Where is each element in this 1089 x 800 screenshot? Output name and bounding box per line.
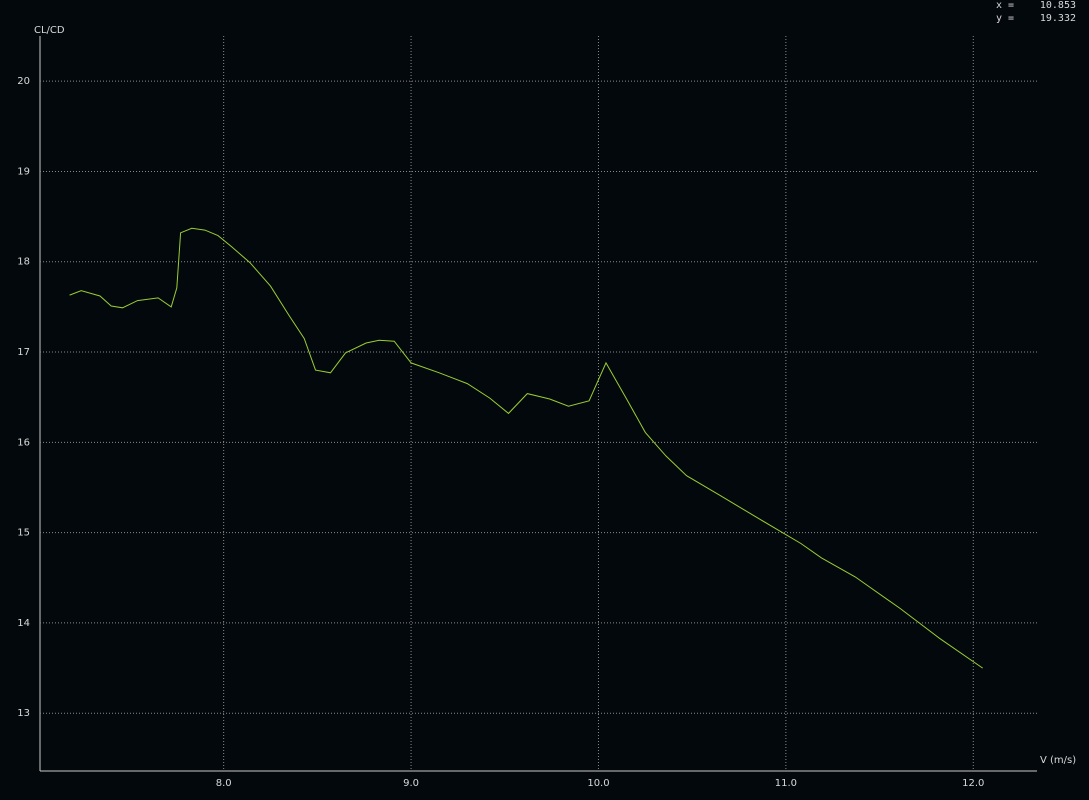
y-tick-label: 20 xyxy=(17,76,30,87)
y-tick-label: 15 xyxy=(17,528,30,539)
x-tick-label: 11.0 xyxy=(775,778,797,789)
y-tick-label: 19 xyxy=(17,166,30,177)
x-axis-label: V (m/s) xyxy=(1040,755,1076,766)
x-tick-label: 8.0 xyxy=(216,778,232,789)
y-tick-label: 16 xyxy=(17,437,30,448)
x-tick-label: 9.0 xyxy=(403,778,419,789)
readout-value: 19.332 xyxy=(1040,13,1076,24)
y-tick-label: 18 xyxy=(17,257,30,268)
y-axis-label: CL/CD xyxy=(34,25,65,36)
y-tick-label: 14 xyxy=(17,618,30,629)
readout-value: 10.853 xyxy=(1040,0,1076,11)
readout-label: y = xyxy=(996,13,1014,24)
y-tick-label: 17 xyxy=(17,347,30,358)
readout-label: x = xyxy=(996,0,1014,11)
x-tick-label: 10.0 xyxy=(587,778,609,789)
y-tick-label: 13 xyxy=(17,708,30,719)
x-tick-label: 12.0 xyxy=(962,778,984,789)
data-line xyxy=(69,227,983,669)
